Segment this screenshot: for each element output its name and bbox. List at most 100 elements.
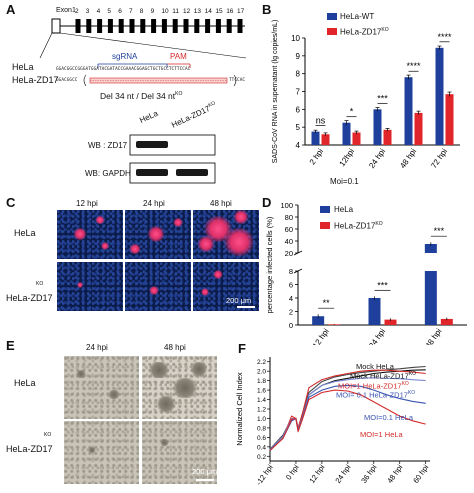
chart-f-legend-sup: KO bbox=[407, 390, 416, 396]
exon-number-16: 16 bbox=[226, 8, 234, 15]
exon-number-15: 15 bbox=[215, 8, 223, 15]
micro-c-col-24: 24 hpi bbox=[143, 199, 165, 208]
sequence-hela: GGACGGCCGGGATGGATACGATACCGAAACGGAGCTGCTG… bbox=[56, 67, 191, 72]
chart-b-ytick-label: 10 bbox=[291, 34, 300, 43]
chart-d-ytick-label: 6 bbox=[289, 281, 293, 290]
chart-b-legend-ko-text: HeLa-ZD17 bbox=[340, 27, 382, 37]
exon-number-12: 12 bbox=[183, 8, 191, 15]
chart-d-xtick-label: 48 hpi bbox=[424, 327, 444, 345]
exon-box-7 bbox=[129, 19, 135, 33]
exon-number-10: 10 bbox=[161, 8, 169, 15]
chart-b-ytick-label: 4 bbox=[296, 141, 301, 150]
chart-b-ylabel: SADS-CoV RNA in supernatant (lg copies/m… bbox=[272, 20, 279, 164]
chart-b-moi-label: Moi=0.1 bbox=[330, 177, 359, 186]
chart-f-xtick-label: 60 hpi bbox=[411, 463, 430, 485]
chart-f-legend-text: MOI= 0.1 HeLa-ZD17 bbox=[336, 390, 408, 400]
pam-label: PAM bbox=[170, 52, 187, 61]
chart-f-ytick-label: 1.6 bbox=[257, 388, 266, 395]
panel-label-a: A bbox=[6, 2, 16, 17]
chart-f-series-line bbox=[269, 369, 426, 451]
chart-f-legend-item: MOI= 0.1 HeLa-ZD17KO bbox=[336, 390, 415, 400]
chart-b-sig-label: *** bbox=[377, 93, 388, 103]
chart-d-ytick-label: 20 bbox=[285, 249, 293, 258]
deletion-text: Del 34 nt / Del 34 nt bbox=[100, 91, 176, 101]
chart-f-legend-text: MOI=1 HeLa bbox=[360, 430, 403, 439]
micro-e-row-hela: HeLa bbox=[14, 378, 36, 388]
chart-f-series-line bbox=[269, 384, 426, 451]
chart-d-xtick-label: 12 hpi bbox=[311, 327, 331, 345]
chart-f-ytick-label: 1.2 bbox=[257, 407, 266, 414]
exon-box-11 bbox=[172, 19, 178, 33]
exon-number-3: 3 bbox=[85, 8, 90, 15]
wb-row-zd17-label: WB : ZD17 bbox=[88, 141, 128, 150]
chart-d-legend-swatch-ko bbox=[320, 222, 330, 229]
chart-b-sig-label: ns bbox=[316, 116, 326, 126]
wb-zd17-blot bbox=[129, 134, 216, 156]
micro-c-col-12: 12 hpi bbox=[76, 199, 98, 208]
chart-b-xtick-label: 48 hpi bbox=[398, 147, 418, 170]
chart-d-ytick-label: 40 bbox=[285, 237, 293, 246]
bright-hela-24hpi bbox=[64, 356, 139, 419]
chart-d-bar bbox=[312, 316, 325, 325]
scale-bar-c bbox=[237, 306, 255, 308]
chart-b-sig-label: * bbox=[350, 107, 354, 117]
chart-d-bar bbox=[440, 318, 453, 325]
chart-f-xtick-label: -12 hpi bbox=[254, 463, 275, 487]
chart-d-ytick-label: 60 bbox=[285, 225, 293, 234]
exon-box-17 bbox=[237, 19, 243, 33]
bright-hela-48hpi bbox=[142, 356, 217, 419]
micro-hela-24hpi bbox=[125, 210, 191, 259]
chart-b-legend-ko: HeLa-ZD17KO bbox=[340, 27, 389, 37]
chart-f-legend-item: MOI=0.1 HeLa bbox=[364, 413, 413, 422]
wb-col-ko-sup: KO bbox=[207, 100, 217, 109]
exon-box-6 bbox=[118, 19, 124, 33]
exon-number-4: 4 bbox=[96, 8, 101, 15]
chart-d-sig-label: *** bbox=[377, 280, 388, 290]
chart-d-infected-bar: 20 40 60 80 100 0 2 4 6 8 percentage infected cell… bbox=[265, 201, 467, 345]
chart-b-legend-wt: HeLa-WT bbox=[340, 12, 375, 21]
exon-box-4 bbox=[97, 19, 103, 33]
bright-ko-48hpi bbox=[142, 421, 217, 484]
chart-f-ytick-label: 0.2 bbox=[257, 454, 266, 461]
exon-box-5 bbox=[107, 19, 113, 33]
chart-f-ytick-label: 2.0 bbox=[257, 369, 266, 376]
chart-b-sig-label: **** bbox=[406, 61, 421, 71]
chart-f-series-line bbox=[269, 389, 426, 451]
chart-b-ytick-label: 9 bbox=[296, 52, 301, 61]
micro-ko-12hpi bbox=[57, 262, 123, 311]
chart-b-xtick-label: 2 hpi bbox=[308, 147, 325, 167]
micro-hela-48hpi bbox=[193, 210, 259, 259]
chart-b-ytick-label: 7 bbox=[296, 88, 301, 97]
exon1-box bbox=[51, 18, 61, 34]
chart-f-legend-text: Mock HeLa-ZD17 bbox=[350, 371, 409, 381]
scale-bar-e bbox=[196, 479, 214, 481]
chart-d-ytick-label: 2 bbox=[289, 308, 293, 317]
chart-b-legend-swatch-wt bbox=[327, 13, 337, 20]
chart-f-legend-text: MOI=1 HeLa-ZD17 bbox=[338, 381, 402, 391]
chart-b-bar bbox=[373, 109, 382, 145]
chart-f-legend-item: Mock HeLa bbox=[356, 362, 394, 371]
chart-f-legend-text: MOI=0.1 HeLa bbox=[364, 413, 413, 422]
chart-b-bar bbox=[352, 132, 361, 145]
chart-f-ytick-label: 0.4 bbox=[257, 444, 266, 451]
chart-d-ylabel: percentage infected cells (%) bbox=[265, 216, 274, 313]
chart-f-ytick-label: 1.8 bbox=[257, 378, 266, 385]
chart-b-ytick-label: 6 bbox=[296, 105, 301, 114]
micro-ko-24hpi bbox=[125, 262, 191, 311]
sequence-ko-left: GGACGGCC bbox=[56, 78, 78, 83]
exon-box-8 bbox=[140, 19, 146, 33]
deletion-ko-sup: KO bbox=[175, 91, 183, 98]
chart-f-legend-sup: KO bbox=[401, 381, 409, 387]
chart-b-ytick-label: 5 bbox=[296, 123, 301, 132]
exon-box-10 bbox=[161, 19, 167, 33]
micro-e-row-ko-text: HeLa-ZD17 bbox=[6, 444, 53, 454]
chart-f-legend-item: MOI=1 HeLa-ZD17KO bbox=[338, 381, 409, 391]
panel-label-b: B bbox=[262, 2, 272, 17]
chart-f-ytick-label: 0.8 bbox=[257, 425, 266, 432]
chart-f-ylabel: Normalized Cell Index bbox=[235, 372, 244, 446]
chart-b-xtick-label: 12hpi bbox=[338, 147, 357, 168]
exon-box-13 bbox=[194, 19, 200, 33]
chart-d-ytick-label: 0 bbox=[289, 321, 293, 330]
exon-box-14 bbox=[205, 19, 211, 33]
chart-d-legend-ko: HeLa-ZD17KO bbox=[334, 221, 383, 231]
